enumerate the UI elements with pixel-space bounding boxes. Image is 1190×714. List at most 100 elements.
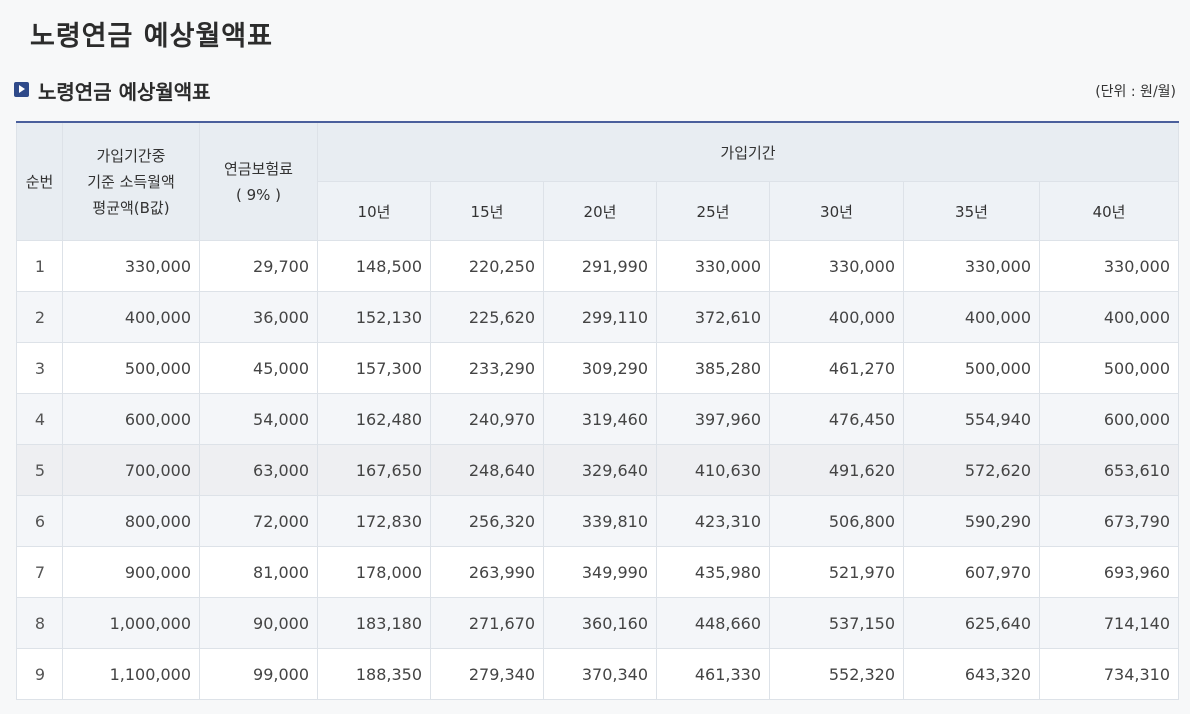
cell-pension-amount: 400,000 [769,291,904,343]
arrow-bullet-icon [14,82,29,97]
header-premium: 연금보험료 ( 9% ) [199,121,318,241]
cell-pension-amount: 172,830 [317,495,431,547]
cell-pension-amount: 572,620 [903,444,1040,496]
cell-seq: 3 [16,342,63,394]
cell-premium: 72,000 [199,495,318,547]
section-title: 노령연금 예상월액표 [38,80,211,104]
table-row: 5 700,000 63,000 167,650 248,640 329,640 410,6… [16,444,1180,496]
cell-pension-amount: 370,340 [543,648,657,700]
header-period: 10년 [317,181,431,241]
cell-pension-amount: 653,610 [1038,444,1180,496]
header-period: 20년 [543,181,657,241]
cell-income: 500,000 [62,342,200,394]
cell-pension-amount: 448,660 [656,597,770,649]
cell-pension-amount: 349,990 [543,546,657,598]
unit-label: (단위 : 원/월) [1095,84,1176,100]
cell-pension-amount: 734,310 [1038,648,1180,700]
cell-pension-amount: 162,480 [317,393,431,445]
cell-pension-amount: 643,320 [903,648,1040,700]
cell-pension-amount: 476,450 [769,393,904,445]
cell-pension-amount: 461,270 [769,342,904,394]
cell-pension-amount: 299,110 [543,291,657,343]
cell-pension-amount: 240,970 [430,393,544,445]
pension-table-container: 순번 가입기간중 기준 소득월액 평균액(B값) 연금보험료 ( 9% ) 가입… [16,121,1180,700]
cell-pension-amount: 330,000 [903,240,1040,292]
cell-income: 900,000 [62,546,200,598]
cell-pension-amount: 263,990 [430,546,544,598]
cell-income: 1,000,000 [62,597,200,649]
table-row: 1 330,000 29,700 148,500 220,250 291,990 330,0… [16,240,1180,292]
cell-pension-amount: 590,290 [903,495,1040,547]
cell-seq: 4 [16,393,63,445]
cell-pension-amount: 360,160 [543,597,657,649]
cell-pension-amount: 148,500 [317,240,431,292]
header-income-line: 가입기간중 [96,146,166,165]
cell-pension-amount: 625,640 [903,597,1040,649]
cell-pension-amount: 410,630 [656,444,770,496]
header-period: 40년 [1038,181,1180,241]
cell-pension-amount: 183,180 [317,597,431,649]
header-period: 15년 [430,181,544,241]
cell-pension-amount: 271,670 [430,597,544,649]
cell-pension-amount: 506,800 [769,495,904,547]
cell-pension-amount: 178,000 [317,546,431,598]
cell-pension-amount: 521,970 [769,546,904,598]
cell-pension-amount: 256,320 [430,495,544,547]
cell-seq: 2 [16,291,63,343]
header-income: 가입기간중 기준 소득월액 평균액(B값) [62,121,200,241]
cell-pension-amount: 385,280 [656,342,770,394]
cell-pension-amount: 339,810 [543,495,657,547]
cell-pension-amount: 693,960 [1038,546,1180,598]
cell-pension-amount: 330,000 [656,240,770,292]
header-period: 35년 [903,181,1040,241]
cell-pension-amount: 600,000 [1038,393,1180,445]
cell-pension-amount: 188,350 [317,648,431,700]
header-premium-line: ( 9% ) [235,185,282,204]
cell-pension-amount: 400,000 [1038,291,1180,343]
cell-premium: 54,000 [199,393,318,445]
header-period: 25년 [656,181,770,241]
cell-premium: 36,000 [199,291,318,343]
header-period: 30년 [769,181,904,241]
cell-pension-amount: 552,320 [769,648,904,700]
cell-premium: 81,000 [199,546,318,598]
cell-seq: 8 [16,597,63,649]
section-header: 노령연금 예상월액표 (단위 : 원/월) [14,76,1176,104]
cell-pension-amount: 673,790 [1038,495,1180,547]
cell-pension-amount: 309,290 [543,342,657,394]
cell-seq: 6 [16,495,63,547]
cell-seq: 9 [16,648,63,700]
cell-premium: 99,000 [199,648,318,700]
table-row: 4 600,000 54,000 162,480 240,970 319,460 397,9… [16,393,1180,445]
cell-premium: 45,000 [199,342,318,394]
table-row: 8 1,000,000 90,000 183,180 271,670 360,160 448… [16,597,1180,649]
cell-pension-amount: 291,990 [543,240,657,292]
cell-pension-amount: 233,290 [430,342,544,394]
cell-pension-amount: 423,310 [656,495,770,547]
cell-premium: 29,700 [199,240,318,292]
cell-seq: 5 [16,444,63,496]
cell-pension-amount: 397,960 [656,393,770,445]
cell-pension-amount: 319,460 [543,393,657,445]
cell-pension-amount: 537,150 [769,597,904,649]
cell-pension-amount: 248,640 [430,444,544,496]
cell-income: 400,000 [62,291,200,343]
cell-pension-amount: 330,000 [769,240,904,292]
header-income-line: 평균액(B값) [92,198,170,217]
cell-income: 800,000 [62,495,200,547]
pension-table: 순번 가입기간중 기준 소득월액 평균액(B값) 연금보험료 ( 9% ) 가입… [16,121,1180,700]
header-seq: 순번 [16,121,63,241]
cell-pension-amount: 152,130 [317,291,431,343]
cell-pension-amount: 225,620 [430,291,544,343]
cell-pension-amount: 500,000 [1038,342,1180,394]
page-title: 노령연금 예상월액표 [30,21,273,52]
cell-pension-amount: 157,300 [317,342,431,394]
table-row: 7 900,000 81,000 178,000 263,990 349,990 435,9… [16,546,1180,598]
cell-pension-amount: 500,000 [903,342,1040,394]
cell-pension-amount: 714,140 [1038,597,1180,649]
cell-pension-amount: 220,250 [430,240,544,292]
cell-pension-amount: 167,650 [317,444,431,496]
cell-pension-amount: 607,970 [903,546,1040,598]
cell-pension-amount: 329,640 [543,444,657,496]
cell-premium: 63,000 [199,444,318,496]
